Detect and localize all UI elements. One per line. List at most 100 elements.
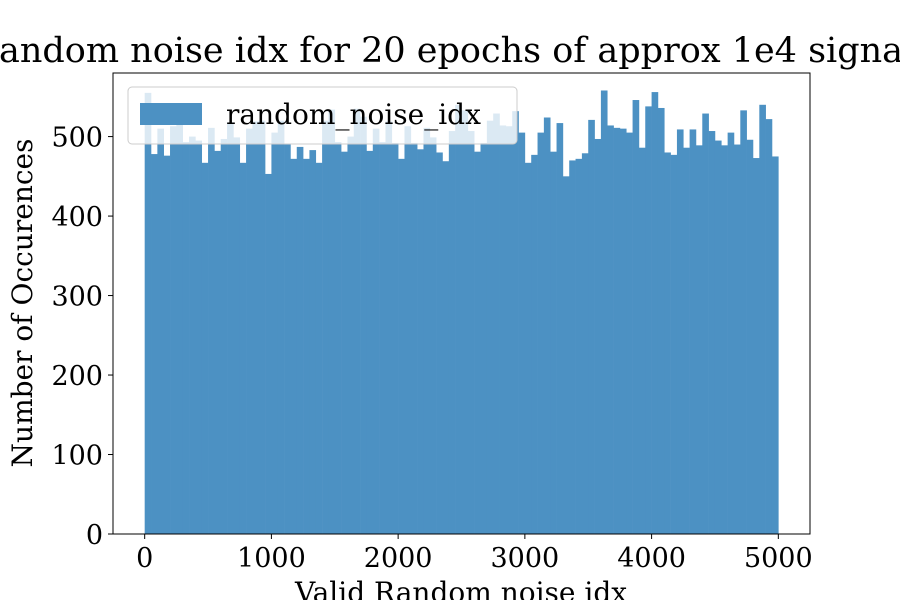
histogram-bar: [176, 122, 183, 535]
histogram-bar: [689, 129, 697, 535]
histogram-bar: [195, 140, 203, 534]
histogram-bar: [619, 128, 627, 534]
histogram-bar: [771, 156, 779, 534]
histogram-bar: [575, 158, 583, 535]
histogram-bar: [372, 128, 380, 534]
histogram-bar: [499, 125, 507, 534]
histogram-bar: [600, 90, 608, 534]
histogram-bar: [721, 145, 728, 534]
histogram-bar: [480, 142, 488, 534]
histogram-bar: [284, 144, 291, 534]
y-tick-label: 100: [51, 441, 103, 472]
histogram-bar: [708, 131, 716, 535]
histogram-bar: [588, 119, 595, 534]
histogram-bar: [303, 158, 310, 535]
histogram-bar: [277, 120, 285, 535]
histogram-bar: [714, 140, 722, 534]
histogram-bar: [683, 147, 690, 534]
x-tick-label: 5000: [744, 543, 813, 574]
histogram-bar: [334, 142, 342, 534]
x-tick-label: 4000: [617, 543, 686, 574]
histogram-bar: [347, 136, 355, 534]
histogram-bar: [201, 162, 209, 534]
histogram-bar: [353, 108, 361, 534]
histogram-bar: [733, 144, 741, 534]
histogram-bar: [265, 173, 272, 534]
histogram-bar: [455, 104, 462, 535]
histogram-bar: [423, 127, 431, 534]
histogram-bar: [664, 152, 671, 534]
histogram-bar: [562, 176, 570, 535]
y-axis-label: Number of Occurences: [6, 139, 39, 468]
x-axis-label: Valid Random noise idx: [294, 576, 627, 600]
histogram-bar: [189, 136, 196, 534]
histogram-bar: [626, 132, 633, 535]
y-tick-label: 500: [51, 123, 103, 154]
histogram-bar: [410, 142, 418, 534]
histogram-bar: [239, 162, 247, 534]
histogram-bar: [461, 110, 469, 534]
histogram-bar: [144, 92, 152, 534]
histogram-bar: [727, 132, 735, 535]
histogram-bar: [328, 109, 336, 534]
histogram-bar: [543, 117, 551, 534]
histogram-bar: [246, 128, 253, 534]
histogram-bar: [208, 127, 215, 534]
histogram-bar: [676, 129, 684, 535]
histogram-bar: [163, 155, 171, 535]
histogram-bar: [296, 146, 304, 535]
histogram-bar: [391, 142, 399, 534]
histogram-bar: [752, 158, 760, 534]
histogram-bar: [157, 128, 164, 534]
histogram-bar: [493, 113, 500, 535]
histogram-bar: [436, 152, 443, 534]
histogram-bar: [607, 125, 614, 534]
legend-swatch: [140, 103, 202, 125]
histogram-bar: [740, 110, 747, 534]
histogram-bar: [531, 154, 538, 534]
x-tick-label: 0: [136, 543, 153, 574]
legend-box: [127, 86, 518, 145]
legend: random_noise_idx: [127, 86, 518, 145]
histogram-bar: [309, 150, 317, 535]
plot-area: [112, 72, 811, 535]
axes-frame: [112, 72, 811, 535]
histogram-bar: [233, 137, 241, 534]
histogram-bar: [214, 150, 222, 534]
histogram-bar: [569, 160, 576, 534]
histogram-bar: [404, 126, 412, 534]
histogram-bar: [632, 100, 640, 534]
histogram-bar: [512, 111, 519, 534]
histogram-bar: [670, 154, 678, 534]
histogram-bar: [258, 120, 266, 535]
histogram-bar: [518, 132, 526, 535]
histogram-bar: [448, 131, 456, 535]
histogram-bar: [505, 126, 513, 534]
histogram-bar: [695, 145, 703, 534]
histogram-bar: [252, 121, 260, 534]
histogram-bar: [474, 151, 481, 534]
y-axis-ticks: 0 100 200 300 400 500: [51, 123, 113, 551]
histogram-bar: [170, 126, 177, 534]
histogram-bar: [638, 147, 646, 534]
histogram-bar: [442, 161, 450, 534]
histogram-bar: [486, 120, 494, 535]
histogram-bar: [594, 138, 602, 534]
histogram-bar: [220, 138, 228, 534]
histogram-bar: [341, 151, 348, 534]
histogram-bar: [290, 158, 298, 535]
x-tick-label: 1000: [237, 543, 306, 574]
y-tick-label: 300: [51, 282, 103, 313]
chart-title: Random noise idx for 20 epochs of approx…: [0, 31, 900, 71]
histogram-bar: [227, 122, 234, 535]
histogram-bar: [645, 106, 652, 535]
histogram-bar: [315, 162, 323, 534]
histogram-bar: [702, 113, 709, 535]
x-tick-label: 2000: [364, 543, 433, 574]
histogram-bar: [524, 162, 532, 534]
histogram-bar: [581, 153, 589, 534]
histogram-bar: [151, 154, 158, 534]
histogram-bar: [613, 127, 621, 534]
histogram-bar: [271, 132, 279, 535]
y-tick-label: 400: [51, 202, 103, 233]
